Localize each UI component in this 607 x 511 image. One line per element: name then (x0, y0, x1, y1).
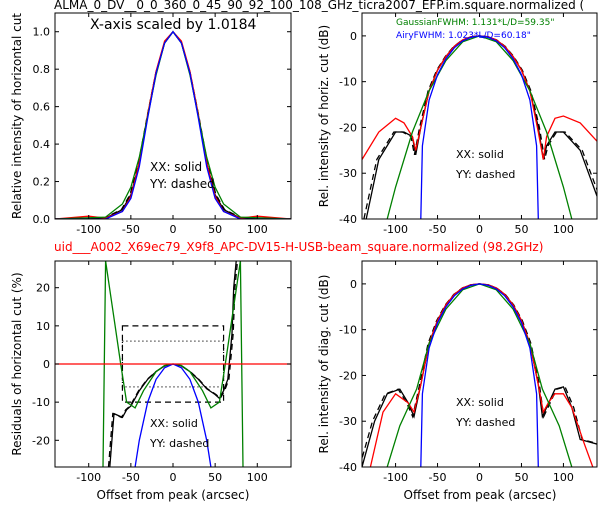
y-tick-label: -10 (339, 76, 357, 89)
y-tick-label: 1.0 (33, 26, 51, 39)
plot-top-right: -100 -50 0 50 100 0 -10 -20 -30 -40 Rel. intensity… (317, 12, 598, 236)
y-tick-label: -30 (339, 415, 357, 428)
series-group-bottom-left (55, 261, 291, 467)
x-tick-label: 100 (553, 471, 574, 484)
x-tick-label: 0 (476, 223, 483, 236)
y-tick-label: -40 (339, 213, 357, 226)
x-tick-label: -100 (76, 471, 101, 484)
x-tick-label: -50 (122, 471, 140, 484)
x-tick-label: 50 (514, 223, 528, 236)
xlabel-left: Offset from peak (arcsec) (97, 488, 250, 502)
x-tick-label: -50 (122, 223, 140, 236)
yy-note-tr: YY: dashed (455, 168, 515, 181)
series-line-gaussian (386, 283, 573, 467)
series-group-top-left (55, 30, 291, 219)
y-tick-label: -20 (32, 434, 50, 447)
x-tick-label: 50 (514, 471, 528, 484)
x-tick-label: 100 (247, 223, 268, 236)
y-tick-label: -30 (339, 167, 357, 180)
xx-note-tl: XX: solid (150, 160, 202, 174)
x-tick-label: 0 (170, 471, 177, 484)
y-axis-label: Relative intensity of horizontal cut (10, 13, 24, 219)
x-tick-label: 0 (476, 471, 483, 484)
yy-note-tl: YY: dashed (149, 177, 215, 191)
y-tick-label: 0.4 (33, 138, 51, 151)
series-group-bottom-right (362, 283, 597, 467)
series-line-data-dashed (107, 261, 239, 467)
y-tick-label: 0 (43, 358, 50, 371)
plot-bottom-right: -100 -50 0 50 100 0 -10 -20 -30 -40 Rel. intensity… (317, 260, 598, 484)
xx-note-br: XX: solid (456, 396, 504, 409)
y-axis-label: Rel. intensity of diag. cut (dB) (317, 275, 331, 454)
y-tick-label: 0.2 (33, 176, 51, 189)
top-title: ALMA_0_DV__0_0_360_0_45_90_92_100_108_GH… (54, 0, 584, 12)
residual-band-10pct (121, 325, 225, 403)
y-tick-label: 0.0 (33, 213, 51, 226)
mid-title: uid___A002_X69ec79_X9f8_APC-DV15-H-USB-b… (54, 240, 543, 254)
y-tick-label: -10 (339, 324, 357, 337)
x-tick-label: 50 (208, 223, 222, 236)
y-tick-label: -20 (339, 369, 357, 382)
y-tick-label: 0 (350, 278, 357, 291)
x-tick-label: -50 (429, 471, 447, 484)
series-line-data (365, 35, 597, 219)
x-tick-label: -50 (429, 223, 447, 236)
plot-top-left: -100 -50 0 50 100 0.0 0.2 0.4 0.6 0.8 1.0 Relative … (10, 12, 292, 236)
y-tick-label: 0.6 (33, 101, 51, 114)
series-line-gaussian (386, 35, 573, 219)
xlabel-right: Offset from peak (arcsec) (404, 488, 557, 502)
x-tick-label: -100 (383, 471, 408, 484)
y-axis-label: Residuals of horizontal cut (%) (10, 272, 24, 455)
y-tick-label: 10 (36, 320, 50, 333)
series-line-airy (420, 35, 539, 219)
series-line-data-red (362, 35, 597, 160)
y-tick-label: -40 (339, 461, 357, 474)
yy-note-br: YY: dashed (455, 416, 515, 429)
series-line-data (362, 283, 597, 467)
x-tick-label: -100 (383, 223, 408, 236)
x-tick-label: -100 (76, 223, 101, 236)
x-tick-label: 0 (170, 223, 177, 236)
xx-note-bl: XX: solid (150, 417, 198, 430)
gaussian-legend: GaussianFWHM: 1.131*L/D=59.35" (396, 18, 554, 28)
series-line-airy (55, 30, 291, 219)
x-tick-label: 50 (208, 471, 222, 484)
series-line-data-dashed (55, 30, 291, 219)
y-tick-label: 0 (350, 30, 357, 43)
yy-note-bl: YY: dashed (149, 437, 209, 450)
xscale-note: X-axis scaled by 1.0184 (90, 17, 257, 33)
xx-note-tr: XX: solid (456, 148, 504, 161)
y-tick-label: -10 (32, 396, 50, 409)
y-tick-label: -20 (339, 121, 357, 134)
y-tick-label: 20 (36, 282, 50, 295)
series-group-top-right (362, 35, 597, 219)
x-tick-label: 100 (553, 223, 574, 236)
series-line-data-red (369, 283, 594, 467)
y-tick-label: 0.8 (33, 63, 51, 76)
y-axis-label: Rel. intensity of horiz. cut (dB) (317, 25, 331, 207)
airy-legend: AiryFWHM: 1.023*L/D=60.18" (396, 31, 531, 41)
series-line-airy (420, 283, 539, 467)
x-tick-label: 100 (247, 471, 268, 484)
